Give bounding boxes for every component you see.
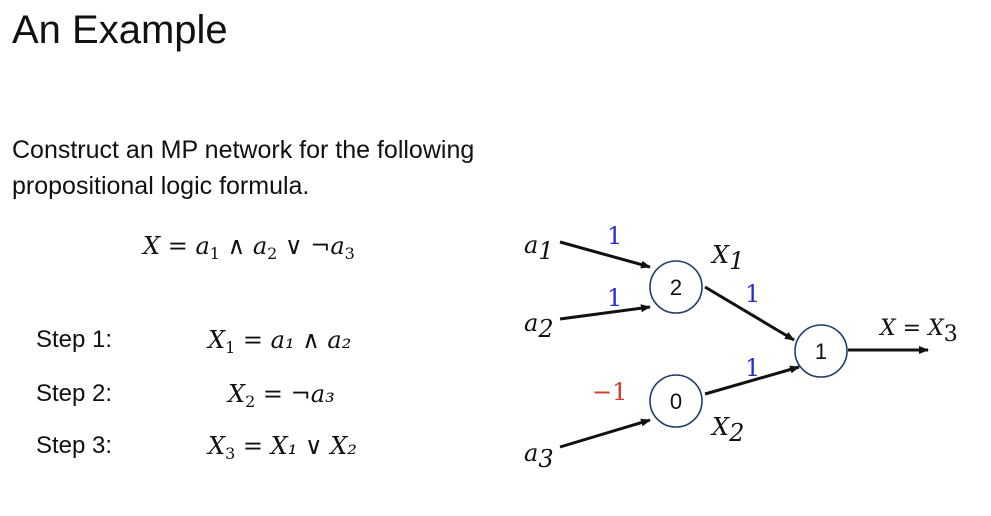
formula-term-1: a	[195, 232, 210, 260]
formula-lhs: X	[143, 232, 161, 260]
step-1-label: Step 1:	[36, 326, 113, 353]
formula-and: ∧	[227, 232, 246, 260]
neuron-x1-threshold: 2	[670, 275, 682, 300]
formula-not: ¬	[310, 232, 331, 260]
step-3-lhs-sub: 3	[225, 444, 236, 463]
formula-term-2-sub: 2	[267, 244, 278, 263]
weight-n2-n3: 1	[745, 354, 760, 382]
step-1-lhs-sub: 1	[225, 338, 236, 357]
step-1-lhs: X	[208, 326, 226, 354]
weight-a1-n1: 1	[607, 222, 622, 250]
step-1-rhs: = a₁ ∧ a₂	[242, 326, 352, 354]
formula-term-3-sub: 3	[344, 244, 355, 263]
edge-n1-to-n3	[704, 285, 795, 342]
slide-title: An Example	[12, 8, 228, 52]
neuron-x2	[649, 374, 703, 428]
step-1-formula: X1 = a₁ ∧ a₂	[208, 326, 351, 357]
neuron-x3-threshold: 1	[815, 339, 827, 364]
step-3-rhs: = X₁ ∨ X₂	[242, 432, 357, 460]
neuron-x2-label: X2	[710, 413, 744, 447]
intro-text: Construct an MP network for the followin…	[12, 136, 475, 200]
step-3-label: Step 3:	[36, 432, 113, 459]
edge-n2-to-n3	[704, 365, 800, 396]
edge-a2-to-n1	[559, 304, 651, 321]
input-a3-label: a3	[524, 439, 554, 473]
step-2-lhs: X	[228, 380, 246, 408]
weight-a3-n2: −1	[592, 378, 627, 406]
formula-term-1-sub: 1	[209, 244, 220, 263]
edge-a1-to-n1	[559, 240, 651, 269]
step-2-lhs-sub: 2	[245, 392, 256, 411]
main-formula: X = a1 ∧ a2 ∨ ¬a3	[143, 232, 355, 263]
neuron-x3	[794, 324, 848, 378]
edge-a3-to-n2	[559, 418, 651, 449]
step-3-formula: X3 = X₁ ∨ X₂	[208, 432, 357, 463]
formula-eq: =	[167, 232, 188, 260]
step-2-rhs: = ¬a₃	[262, 380, 335, 408]
step-2-label: Step 2:	[36, 380, 113, 407]
formula-or: ∨	[284, 232, 303, 260]
weight-a2-n1: 1	[607, 284, 622, 312]
neuron-x2-threshold: 0	[670, 389, 682, 414]
input-a1-label: a1	[524, 231, 554, 265]
output-label: X = X3	[878, 316, 958, 347]
neuron-x1	[649, 260, 703, 314]
step-3-lhs: X	[208, 432, 226, 460]
weight-n1-n3: 1	[745, 280, 760, 308]
step-2-formula: X2 = ¬a₃	[228, 380, 335, 411]
neuron-x1-label: X1	[710, 241, 744, 275]
formula-term-2: a	[252, 232, 268, 260]
input-a2-label: a2	[524, 309, 554, 343]
formula-term-3: a	[330, 232, 345, 260]
